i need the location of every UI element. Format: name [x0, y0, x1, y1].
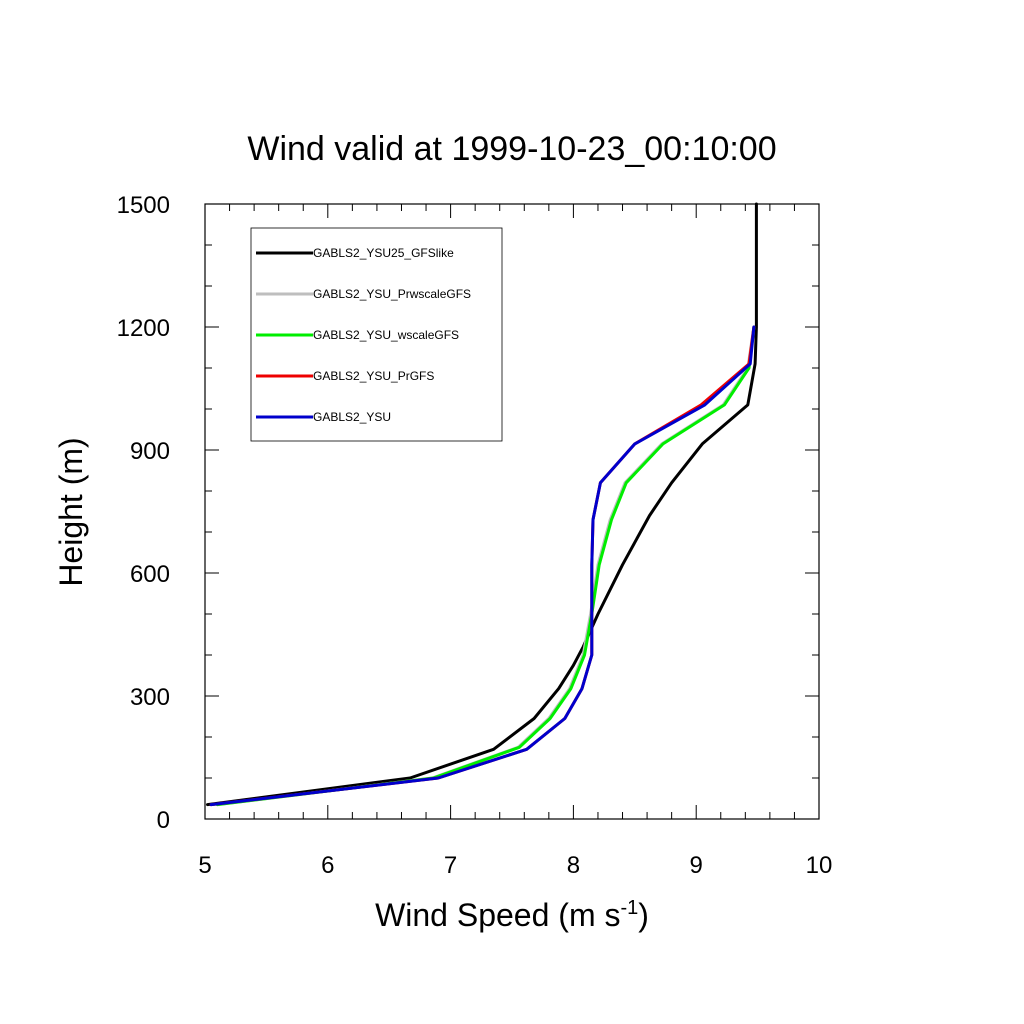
- y-tick-label: 1500: [117, 192, 170, 219]
- y-tick-label: 300: [130, 684, 170, 711]
- y-tick-label: 1200: [117, 315, 170, 342]
- series-line-2: [215, 325, 756, 807]
- y-tick-label: 600: [130, 561, 170, 588]
- legend-label: GABLS2_YSU_wscaleGFS: [313, 328, 459, 342]
- legend-label: GABLS2_YSU_PrwscaleGFS: [313, 287, 471, 301]
- axis-ticks: [204, 203, 820, 820]
- x-tick-label: 7: [444, 852, 457, 879]
- x-tick-label: 6: [321, 852, 334, 879]
- x-tick-label: 9: [690, 852, 703, 879]
- legend-label: GABLS2_YSU_PrGFS: [313, 369, 434, 383]
- series-lines: [206, 202, 758, 807]
- series-line-4: [209, 325, 756, 807]
- y-tick-label: 0: [157, 807, 170, 834]
- x-axis-label-superscript: -1: [620, 897, 638, 919]
- x-axis-label: Wind Speed (m s-1): [375, 897, 649, 933]
- y-axis-label: Height (m): [53, 437, 89, 586]
- tick-labels: 5 6 7 8 9 10 0 300 600 900 1200 1500: [117, 192, 833, 879]
- legend: GABLS2_YSU25_GFSlike GABLS2_YSU_PrwscaleG…: [250, 227, 503, 442]
- legend-label: GABLS2_YSU: [313, 410, 391, 424]
- series-line-0: [206, 202, 758, 807]
- x-tick-label: 10: [806, 852, 833, 879]
- x-axis-label-close: ): [638, 897, 649, 933]
- chart-title: Wind valid at 1999-10-23_00:10:00: [247, 130, 776, 168]
- plot-frame: [204, 203, 820, 820]
- x-axis-label-main: Wind Speed (m s: [375, 897, 620, 933]
- x-tick-label: 5: [198, 852, 211, 879]
- legend-label: GABLS2_YSU25_GFSlike: [313, 246, 454, 260]
- y-tick-label: 900: [130, 438, 170, 465]
- x-tick-label: 8: [567, 852, 580, 879]
